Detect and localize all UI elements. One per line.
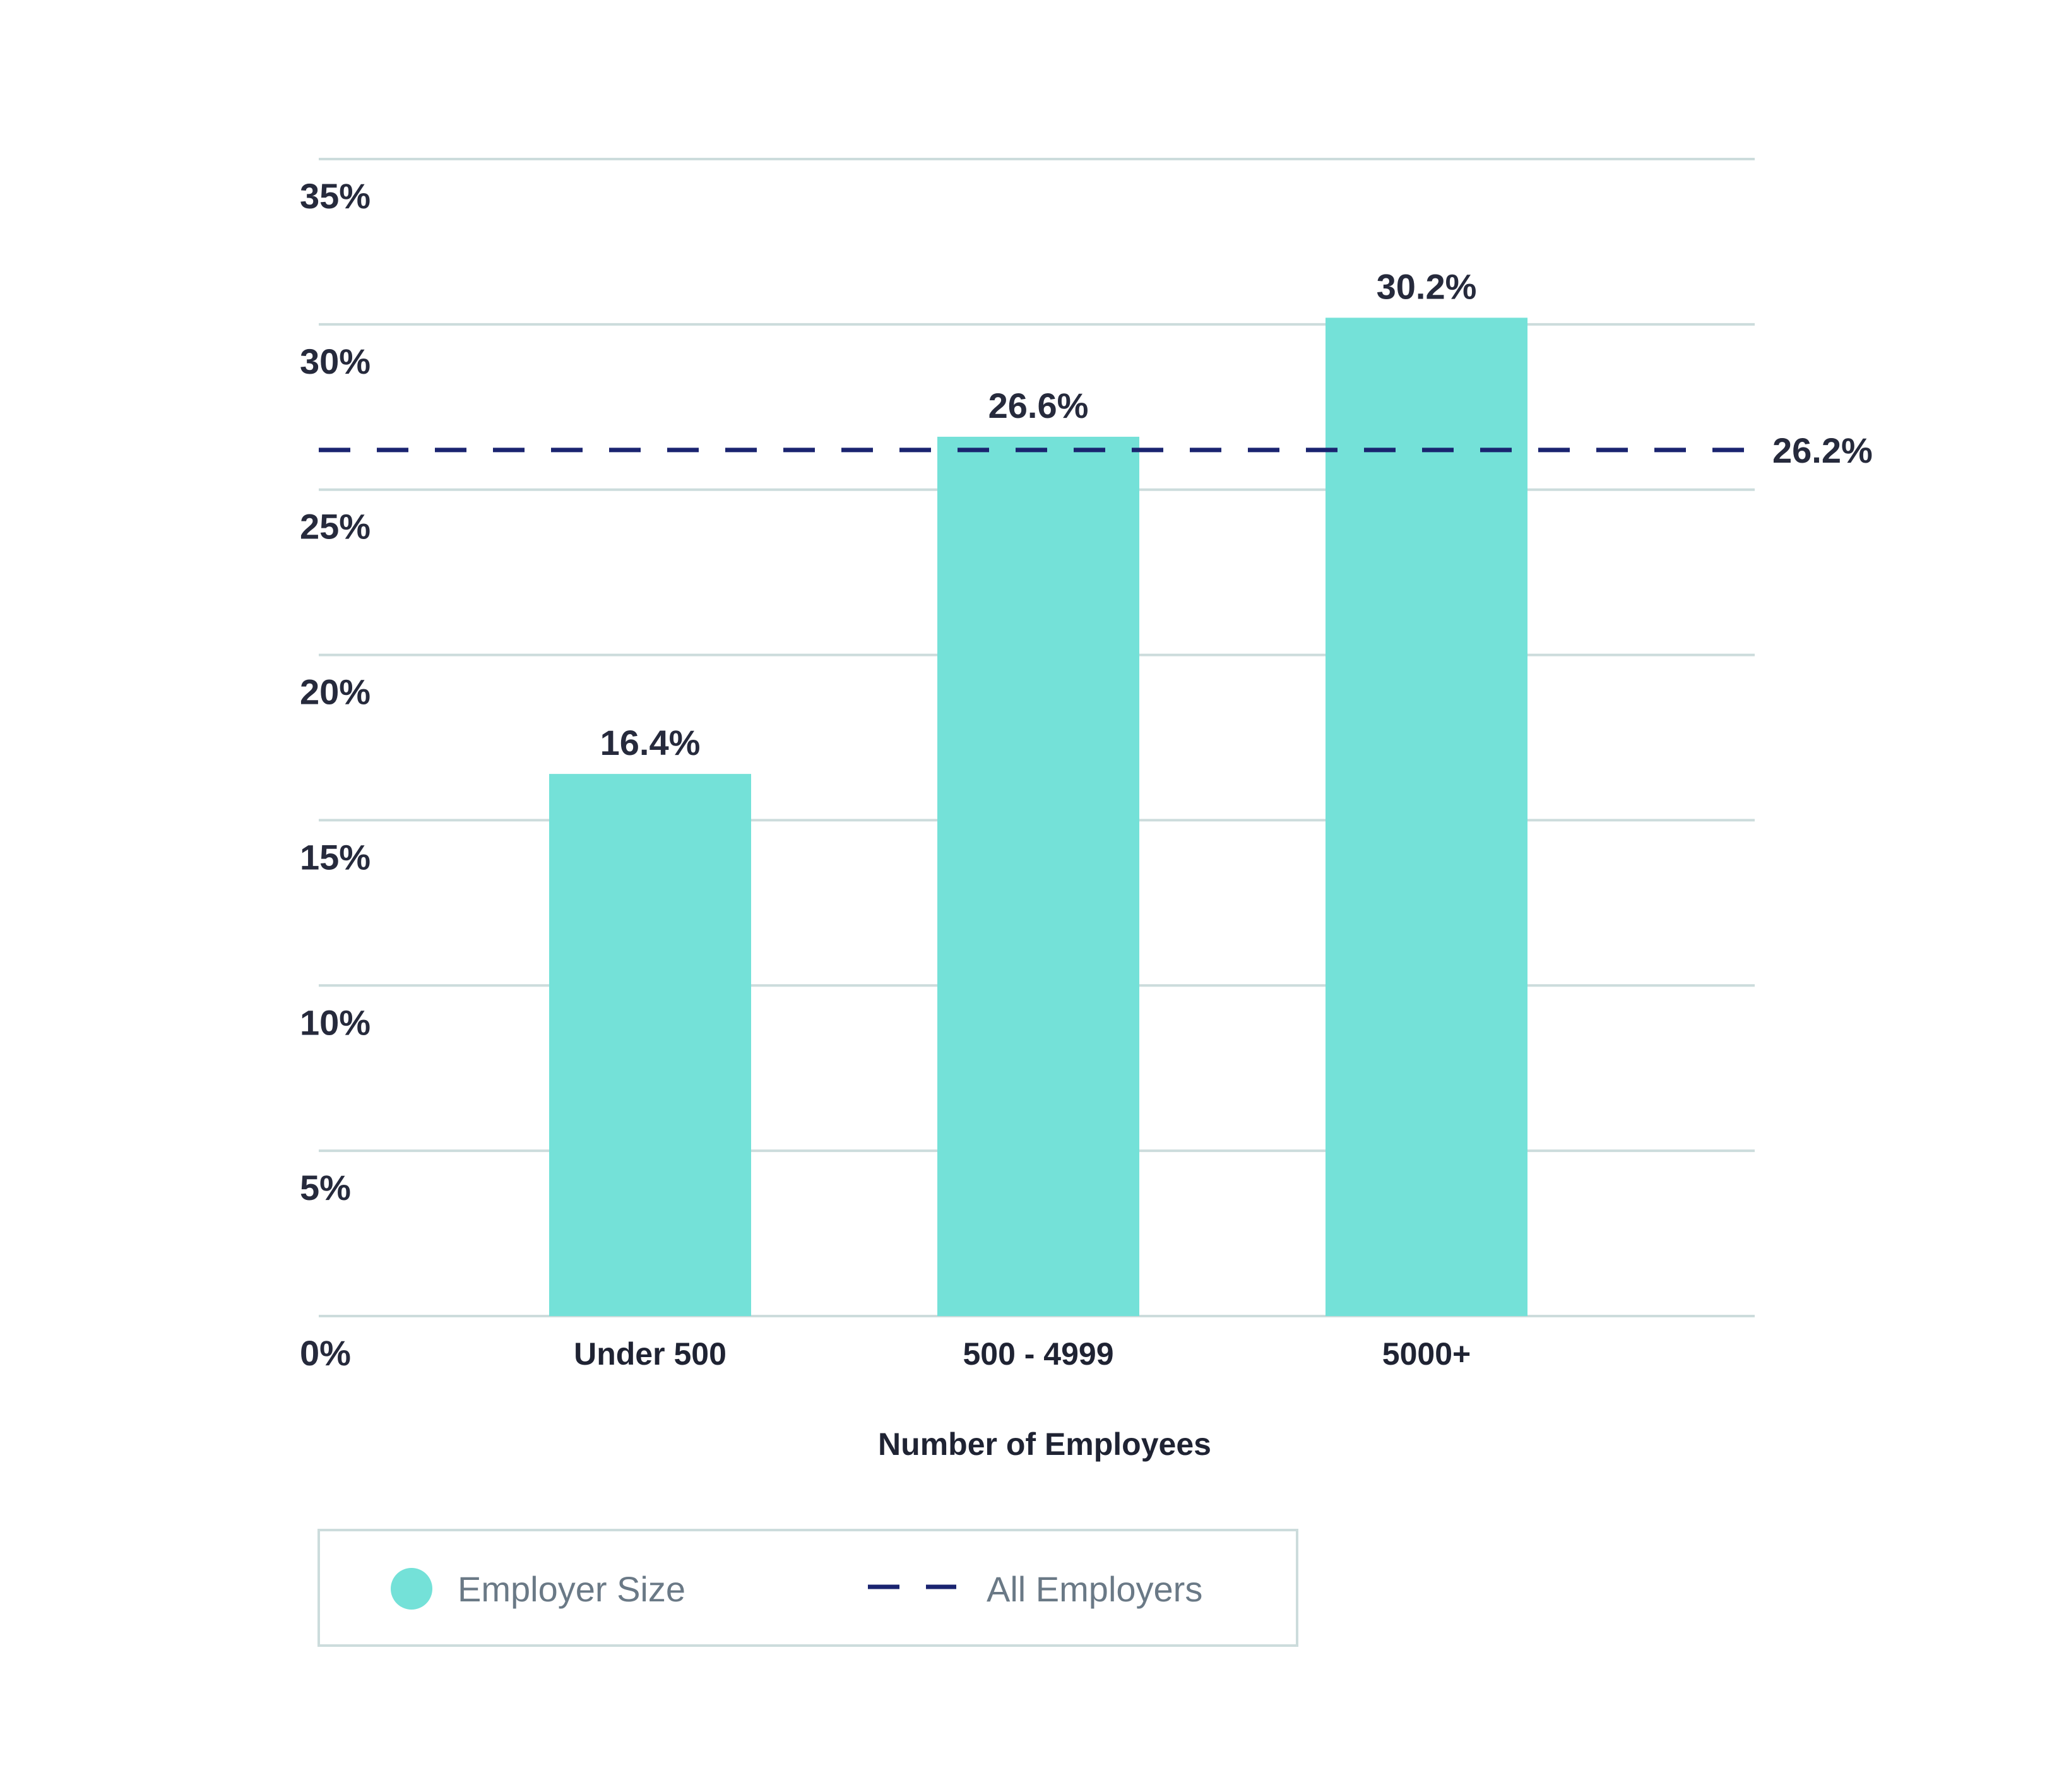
bar-value-label: 30.2% (1377, 266, 1477, 306)
bars (549, 317, 1527, 1317)
bar (937, 436, 1139, 1317)
y-tick-label: 15% (300, 837, 371, 877)
y-tick-label: 10% (300, 1002, 371, 1042)
legend-marker-employer-size (391, 1568, 432, 1610)
bar-value-labels: 16.4% 26.6% 30.2% (600, 266, 1477, 762)
bar (549, 774, 751, 1316)
legend-label-all-employers: All Employers (987, 1569, 1202, 1609)
x-category-label: Under 500 (574, 1336, 727, 1372)
legend-box (317, 1529, 1298, 1647)
x-axis-title: Number of Employees (878, 1427, 1211, 1462)
y-tick-label: 30% (300, 341, 371, 381)
legend-label-employer-size: Employer Size (458, 1569, 685, 1609)
x-category-label: 500 - 4999 (963, 1336, 1113, 1372)
y-tick-label: 0% (300, 1333, 351, 1373)
y-tick-label: 20% (300, 672, 371, 712)
y-tick-label: 5% (300, 1168, 351, 1208)
bar-value-label: 26.6% (988, 386, 1089, 425)
y-tick-label: 25% (300, 507, 371, 547)
reference-line-group: 26.2% (319, 430, 1873, 470)
bar (1326, 317, 1527, 1317)
legend: Employer Size All Employers (317, 1529, 1298, 1647)
x-category-label: 5000+ (1382, 1336, 1471, 1372)
x-axis-category-labels: Under 500 500 - 4999 5000+ (574, 1336, 1471, 1372)
y-tick-label: 35% (300, 176, 371, 216)
reference-line-label: 26.2% (1772, 430, 1873, 470)
y-axis-tick-labels: 0% 5% 10% 15% 20% 25% 30% 35% (300, 176, 371, 1373)
bar-value-label: 16.4% (600, 723, 701, 762)
